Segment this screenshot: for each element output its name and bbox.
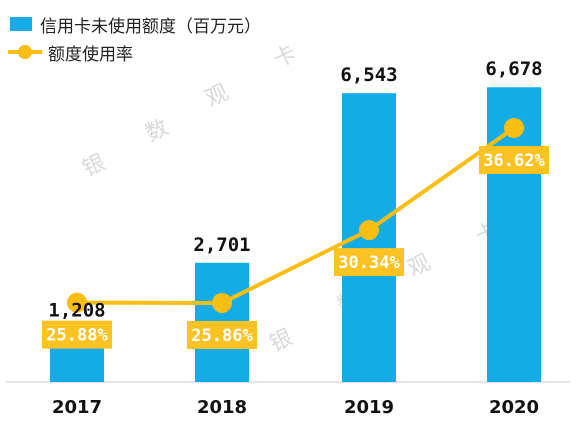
rate-label-box <box>479 145 549 174</box>
x-tick-label: 2019 <box>344 397 394 418</box>
rate-label-box <box>42 320 112 349</box>
bar-value-label: 6,543 <box>340 64 397 86</box>
x-tick-label: 2017 <box>52 397 102 418</box>
legend-line-swatch <box>8 45 42 59</box>
watermark-char: 银 <box>266 325 297 357</box>
legend-bar-label: 信用卡未使用额度（百万元） <box>40 16 261 37</box>
legend-item-bar: 信用卡未使用额度（百万元） <box>8 10 261 38</box>
rate-label: 25.86% <box>191 326 253 346</box>
line-point <box>504 117 524 138</box>
bar-value-label: 1,208 <box>48 300 105 322</box>
legend: 信用卡未使用额度（百万元） 额度使用率 <box>8 10 261 66</box>
rate-label: 30.34% <box>338 253 400 273</box>
line-point <box>359 220 379 241</box>
x-tick-label: 2018 <box>197 397 247 418</box>
watermark-char: 银 <box>79 150 110 182</box>
bar-value-label: 2,701 <box>193 234 250 256</box>
bar-value-label: 6,678 <box>485 58 542 80</box>
line-point <box>67 292 87 313</box>
legend-bar-swatch <box>10 17 32 31</box>
line-series <box>76 126 516 305</box>
line-point <box>212 292 232 313</box>
rate-label-box <box>187 320 257 349</box>
watermark-char: 观 <box>202 80 233 112</box>
watermark-char: 卡 <box>270 41 301 73</box>
legend-line-label: 额度使用率 <box>48 44 133 65</box>
watermark-char: 数 <box>142 115 173 147</box>
x-tick-label: 2020 <box>489 397 539 418</box>
rate-label: 25.88% <box>46 326 108 346</box>
rate-label: 36.62% <box>483 151 545 171</box>
legend-item-line: 额度使用率 <box>8 38 261 66</box>
watermark-char: 观 <box>404 250 435 282</box>
rate-label-box <box>334 248 404 277</box>
